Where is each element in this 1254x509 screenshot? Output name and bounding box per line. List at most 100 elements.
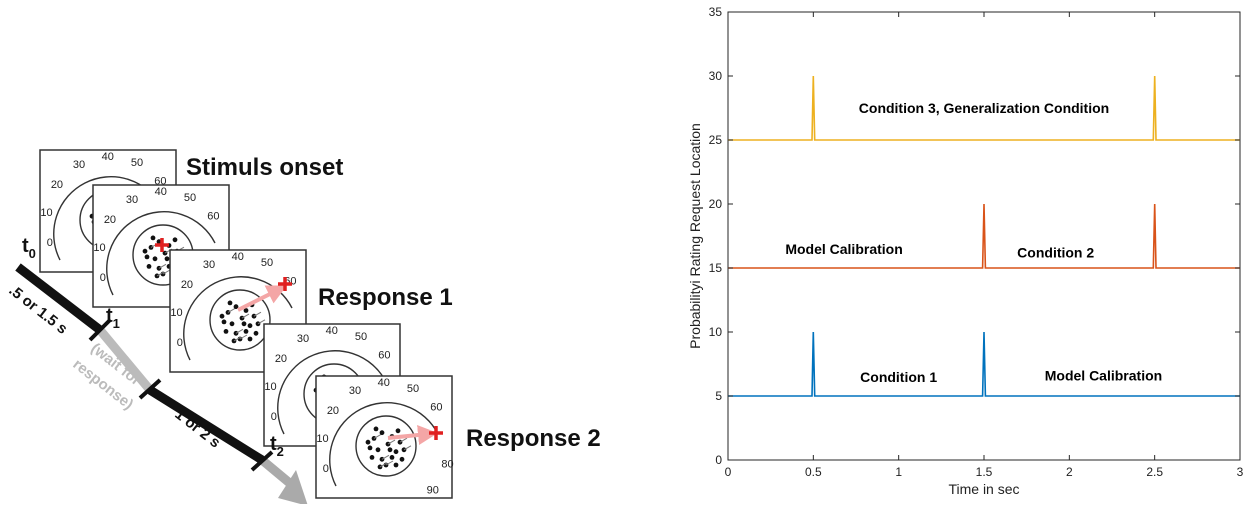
motion-dot — [365, 439, 371, 445]
scale-tick-label: 90 — [427, 485, 439, 497]
motion-trail — [235, 328, 244, 334]
scale-tick-label: 0 — [100, 272, 106, 284]
scale-tick-label: 50 — [131, 157, 143, 169]
response-arrow — [237, 285, 287, 312]
motion-dot — [164, 256, 170, 262]
scale-tick-label: 20 — [104, 214, 116, 226]
chart-annotation: Condition 3, Generalization Condition — [859, 100, 1109, 116]
x-tick-label: 2.5 — [1146, 465, 1163, 479]
y-tick-label: 0 — [715, 453, 722, 467]
motion-trail — [399, 437, 408, 443]
motion-dot — [243, 329, 249, 334]
y-tick-label: 20 — [709, 197, 723, 211]
y-tick-label: 30 — [709, 69, 723, 83]
scale-tick-label: 10 — [316, 433, 328, 445]
motion-dot — [367, 445, 373, 451]
procedure-svg: 0102030405060809001020304050608090010203… — [6, 149, 601, 506]
motion-dot — [399, 456, 405, 462]
motion-trail — [257, 319, 266, 325]
scale-arc — [277, 350, 387, 435]
motion-dot — [142, 248, 148, 254]
scale-tick-label: 40 — [155, 186, 167, 198]
motion-dot — [387, 447, 393, 453]
series-line-3 — [728, 75, 1240, 141]
response-1-label: Response 1 — [318, 284, 453, 311]
procedure-diagram: 0102030405060809001020304050608090010203… — [6, 149, 601, 506]
motion-dot — [247, 323, 253, 329]
y-axis-label: Probabilityi Rating Request Location — [687, 123, 703, 349]
x-tick-label: 0 — [725, 465, 732, 479]
motion-dot — [247, 336, 253, 342]
scale-tick-label: 20 — [327, 405, 339, 417]
scale-tick-label: 30 — [203, 259, 215, 271]
t1-label: t1 — [106, 305, 120, 331]
scale-tick-label: 50 — [261, 257, 273, 269]
x-tick-label: 0.5 — [805, 465, 822, 479]
chart-annotation: Condition 1 — [860, 369, 937, 385]
motion-trail — [162, 269, 171, 275]
t2-label: t2 — [270, 433, 284, 459]
scale-tick-label: 10 — [93, 242, 105, 254]
motion-dot — [393, 462, 399, 468]
scale-tick-label: 50 — [184, 192, 196, 204]
scale-arc — [106, 211, 216, 296]
scale-tick-label: 30 — [126, 194, 138, 206]
scale-tick-label: 20 — [275, 353, 287, 365]
motion-trail — [253, 311, 262, 317]
chart-annotation: Model Calibration — [785, 241, 902, 257]
motion-trail — [385, 460, 394, 466]
scale-tick-label: 10 — [170, 307, 182, 319]
scale-tick-label: 30 — [349, 385, 361, 397]
motion-trail — [373, 433, 382, 439]
motion-trail — [239, 334, 248, 340]
motion-trail — [403, 445, 412, 451]
x-tick-label: 1 — [895, 465, 902, 479]
motion-dot — [253, 330, 259, 336]
motion-dot — [227, 300, 233, 306]
scale-tick-label: 40 — [326, 325, 338, 337]
motion-dot — [395, 428, 401, 434]
series-line-1 — [728, 331, 1240, 397]
motion-trail — [156, 271, 165, 277]
motion-dot — [219, 313, 225, 319]
motion-trail — [233, 336, 242, 342]
tick-t1 — [88, 318, 112, 342]
motion-dot — [393, 449, 399, 455]
t0-label: t0 — [22, 235, 36, 261]
timeline-tail — [259, 456, 295, 489]
y-tick-label: 15 — [709, 261, 723, 275]
motion-dot — [146, 264, 152, 269]
frame-border — [169, 249, 307, 373]
scale-tick-label: 0 — [47, 237, 53, 249]
y-tick-label: 25 — [709, 133, 723, 147]
scale-tick-label: 50 — [407, 383, 419, 395]
stimulus-onset-label: Stimuls onset — [186, 154, 343, 181]
motion-trail — [379, 462, 388, 468]
response-arrow — [387, 425, 438, 445]
scale-tick-label: 30 — [297, 333, 309, 345]
motion-trail — [241, 313, 250, 319]
motion-dot — [150, 235, 156, 241]
timeline — [15, 263, 308, 506]
y-tick-label: 35 — [709, 5, 723, 19]
scale-tick-label: 0 — [177, 337, 183, 349]
scale-tick-label: 0 — [323, 463, 329, 475]
series-line-2 — [728, 203, 1240, 269]
timeline-segment-2 — [147, 386, 265, 464]
tick-mid — [138, 378, 162, 400]
scale-tick-label: 40 — [378, 377, 390, 389]
scale-tick-label: 80 — [441, 459, 453, 471]
y-tick-label: 5 — [715, 389, 722, 403]
scale-arc — [329, 402, 439, 487]
scale-tick-label: 20 — [51, 179, 63, 191]
response-2-label: Response 2 — [466, 425, 601, 452]
motion-dot — [389, 455, 395, 460]
scale-tick-label: 10 — [40, 207, 52, 219]
timeline-wait-segment — [96, 327, 154, 393]
motion-dot — [243, 308, 249, 313]
motion-dot — [369, 455, 375, 460]
scale-tick-label: 20 — [181, 279, 193, 291]
chart-annotation: Condition 2 — [1017, 245, 1094, 261]
motion-dot — [223, 329, 229, 334]
